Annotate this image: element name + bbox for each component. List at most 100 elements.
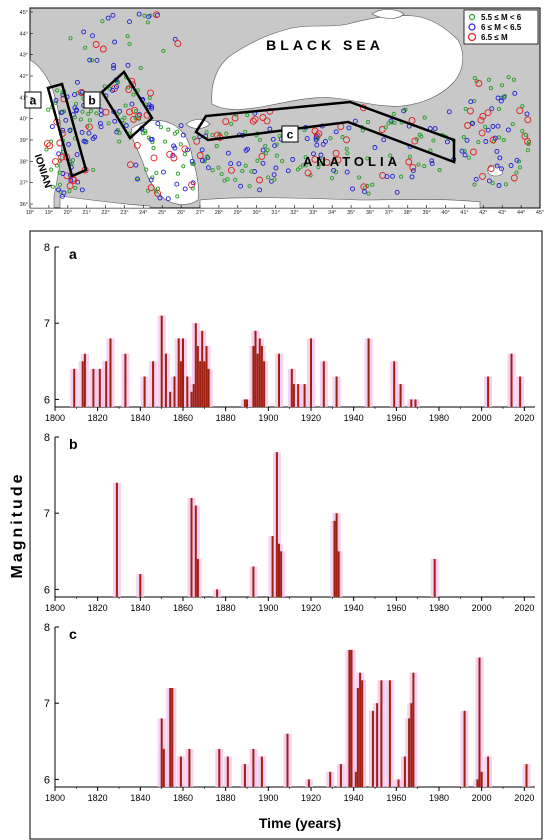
region-box-a <box>46 82 88 178</box>
event-bar <box>105 361 108 407</box>
event-bar <box>171 688 174 787</box>
epicenter-dot <box>409 163 417 171</box>
event-bar <box>260 346 263 407</box>
x-tick-label: 2020 <box>514 413 534 423</box>
epicenter-dot <box>205 155 211 161</box>
epicenter-dot <box>98 124 104 130</box>
epicenter-dot <box>182 186 188 192</box>
event-bar <box>254 330 257 407</box>
epicenter-dot <box>304 136 310 142</box>
event-bar <box>414 399 417 407</box>
epicenter-dot <box>122 115 127 120</box>
epicenter-dot <box>463 106 468 112</box>
epicenter-dot <box>55 88 60 93</box>
epicenter-dot <box>394 189 400 195</box>
lon-tick-label: 29° <box>234 210 242 215</box>
epicenter-dot <box>280 159 285 164</box>
event-bar <box>463 710 466 787</box>
y-tick-label: 7 <box>44 698 50 710</box>
event-bar <box>371 710 374 787</box>
epicenter-dot <box>127 19 132 25</box>
epicenter-dot <box>298 165 303 170</box>
event-bar <box>190 498 193 597</box>
epicenter-dot <box>311 151 316 157</box>
epicenter-dot <box>257 137 262 142</box>
lon-tick-label: 34° <box>328 210 336 215</box>
epicenter-dot <box>243 147 249 153</box>
epicenter-dot <box>147 89 154 97</box>
event-bar <box>186 376 189 407</box>
epicenter-dot <box>102 108 110 116</box>
panel-label-b: b <box>69 436 78 452</box>
magnitude-time-charts: Magnitude Time (years) 6 7 8 1800 1820 1840 18… <box>9 230 543 840</box>
epicenter-dot <box>314 142 320 148</box>
event-bar <box>73 368 76 407</box>
panel-a: 6 7 8 1800 1820 1840 1860 1880 1900 1920 1940 1960 1… <box>44 242 535 423</box>
x-tick-label: 1980 <box>429 603 449 613</box>
region-label-a-box: a <box>24 91 42 109</box>
epicenter-dot <box>260 147 266 153</box>
epicenter-dot <box>192 136 197 141</box>
epicenter-dot <box>73 101 79 106</box>
epicenter-dot <box>133 141 141 149</box>
epicenter-dot <box>311 155 319 163</box>
epicenter-dot <box>133 116 138 121</box>
epicenter-dot <box>50 184 55 189</box>
event-bar <box>359 672 362 787</box>
epicenter-dot <box>526 142 531 147</box>
epicenter-dot <box>143 128 148 133</box>
epicenter-dot <box>81 29 87 35</box>
epicenter-dot <box>94 57 100 63</box>
epicenter-dot <box>245 113 250 118</box>
epicenter-dot <box>98 107 104 113</box>
lon-tick-label: 18° <box>26 210 34 215</box>
epicenter-dot <box>233 177 238 182</box>
epicenter-dot <box>189 158 195 164</box>
event-bar <box>408 718 411 787</box>
event-bar <box>188 748 191 787</box>
epicenter-dot <box>422 115 427 120</box>
event-bar <box>275 452 278 597</box>
y-tick-label: 6 <box>44 394 50 406</box>
epicenter-dot <box>462 152 468 158</box>
epicenter-dot <box>181 145 189 153</box>
epicenter-dot <box>88 108 94 113</box>
epicenter-dot <box>205 165 211 171</box>
lat-tick-label: 37° <box>20 181 28 187</box>
epicenter-dot <box>70 176 78 184</box>
lon-tick-label: 42° <box>479 210 487 215</box>
region-box-b <box>100 70 154 140</box>
lon-tick-label: 45° <box>536 210 544 215</box>
epicenter-dot <box>503 182 509 187</box>
epicenter-dot <box>68 177 74 183</box>
epicenter-dot <box>58 153 66 161</box>
x-tick-label: 1920 <box>301 793 321 803</box>
epicenter-dot <box>188 181 196 189</box>
epicenter-dot <box>147 184 155 192</box>
event-bar <box>124 353 127 407</box>
x-tick-label: 1920 <box>301 603 321 613</box>
epicenter-dot <box>266 175 271 180</box>
epicenter-dot <box>175 129 180 134</box>
epicenter-dot <box>142 13 147 18</box>
epicenter-dot <box>190 180 196 186</box>
event-bar <box>201 330 204 407</box>
event-bar <box>525 764 528 787</box>
event-bar <box>177 338 180 407</box>
epicenter-dot <box>150 140 155 145</box>
lat-tick-label: 40° <box>20 117 28 123</box>
event-bar <box>243 764 246 787</box>
epicenter-dot <box>495 123 501 129</box>
region-label-c: c <box>287 128 294 142</box>
epicenter-dot <box>149 136 155 142</box>
epicenter-dot <box>111 62 117 68</box>
black-sea-shape <box>211 15 464 110</box>
event-bar <box>297 384 300 407</box>
x-tick-label: 1980 <box>429 793 449 803</box>
epicenter-dot <box>79 129 85 135</box>
epicenter-dot <box>365 120 371 125</box>
epicenter-dot <box>464 137 470 143</box>
epicenter-dot <box>514 157 520 163</box>
epicenter-dot <box>361 189 367 195</box>
epicenter-dot <box>386 121 391 126</box>
